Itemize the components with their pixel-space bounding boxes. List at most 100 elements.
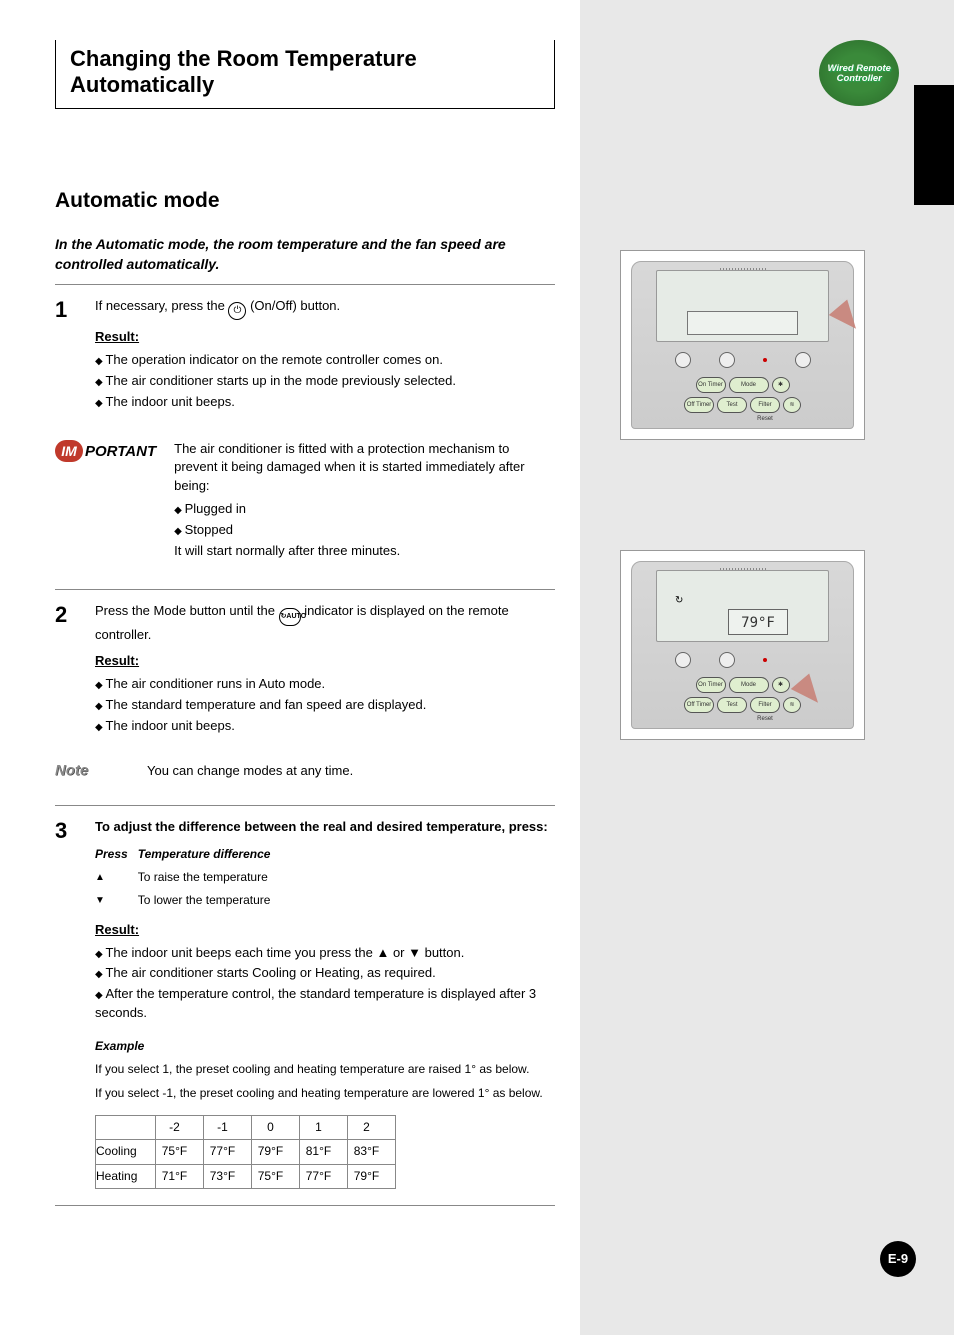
example-text: If you select -1, the preset cooling and… [95, 1082, 553, 1105]
filter-reset-button[interactable]: Filter Reset [750, 697, 780, 713]
step2-bullet: The indoor unit beeps. [95, 717, 555, 736]
step2-bullet: The standard temperature and fan speed a… [95, 696, 555, 715]
important-label: PORTANT [85, 443, 156, 460]
mode-button[interactable]: Mode [729, 377, 769, 393]
important-text: The air conditioner is fitted with a pro… [174, 441, 524, 494]
badge-text: Wired RemoteController [827, 63, 890, 83]
table-cell: Heating [96, 1164, 156, 1188]
table-cell: 2 [348, 1116, 396, 1140]
led-indicator [763, 358, 767, 362]
table-cell [96, 1116, 156, 1140]
step1-text-b: (On/Off) button. [250, 298, 340, 313]
off-timer-button[interactable]: Off Timer [684, 397, 714, 413]
fan-button[interactable]: ✱ [772, 377, 790, 393]
table-header: Temperature difference [138, 843, 281, 866]
lcd-screen: ↻ 79°F [656, 570, 829, 642]
power-button[interactable] [795, 352, 811, 368]
note-block: Note You can change modes at any time. [55, 762, 555, 781]
table-cell: 79°F [348, 1164, 396, 1188]
off-timer-button[interactable]: Off Timer [684, 697, 714, 713]
table-cell: 75°F [252, 1164, 300, 1188]
important-bullet: Stopped [174, 521, 555, 540]
table-cell: 77°F [204, 1140, 252, 1164]
lcd-temperature: 79°F [728, 609, 788, 635]
step3-intro: To adjust the difference between the rea… [95, 818, 555, 837]
important-after: It will start normally after three minut… [174, 543, 400, 558]
step3-bullet: The indoor unit beeps each time you pres… [95, 944, 555, 963]
on-timer-button[interactable]: On Timer [696, 377, 726, 393]
led-indicator [763, 658, 767, 662]
divider [55, 589, 555, 590]
example-table: Example If you select 1, the preset cool… [95, 1035, 553, 1105]
important-block: IMPORTANT The air conditioner is fitted … [55, 440, 555, 561]
page-number: E-9 [880, 1241, 916, 1277]
result-label: Result: [95, 921, 139, 940]
temp-down-button[interactable] [675, 652, 691, 668]
example-label: Example [95, 1035, 553, 1058]
remote-figure-1: On Timer Mode ✱ Off Timer Test Filter Re… [620, 250, 865, 440]
press-table: Press Temperature difference ▲ To raise … [95, 843, 280, 913]
table-cell: 83°F [348, 1140, 396, 1164]
result-label: Result: [95, 328, 139, 347]
mode-button[interactable]: Mode [729, 677, 769, 693]
result-label: Result: [95, 652, 139, 671]
table-cell: 0 [252, 1116, 300, 1140]
table-cell: To raise the temperature [138, 866, 281, 889]
step-1: 1 If necessary, press the ⏻ (On/Off) but… [55, 297, 555, 413]
important-badge-icon: IM [55, 440, 83, 462]
temperature-table: -2 -1 0 1 2 Cooling 75°F 77°F 79°F 81°F … [95, 1115, 396, 1189]
step1-bullet: The operation indicator on the remote co… [95, 351, 555, 370]
note-text: You can change modes at any time. [147, 762, 353, 781]
step-number: 2 [55, 602, 83, 738]
note-label: Note [55, 762, 115, 779]
step1-bullet: The air conditioner starts up in the mod… [95, 372, 555, 391]
product-badge: Wired RemoteController [804, 30, 914, 108]
swing-button[interactable]: ≋ [783, 397, 801, 413]
divider [55, 805, 555, 806]
test-button[interactable]: Test [717, 397, 747, 413]
divider [55, 284, 555, 285]
step2-text-a: Press the Mode button until the [95, 603, 279, 618]
important-bullet: Plugged in [174, 500, 555, 519]
step2-bullet: The air conditioner runs in Auto mode. [95, 675, 555, 694]
callout-pointer-icon [829, 300, 865, 337]
swing-button[interactable]: ≋ [783, 697, 801, 713]
auto-mode-icon: ↻AUTO [279, 608, 301, 626]
table-cell: Cooling [96, 1140, 156, 1164]
table-cell: 79°F [252, 1140, 300, 1164]
temp-down-button[interactable] [675, 352, 691, 368]
edge-tab [914, 85, 954, 205]
filter-reset-button[interactable]: Filter Reset [750, 397, 780, 413]
lcd-screen [656, 270, 829, 342]
power-icon: ⏻ [228, 302, 246, 320]
table-cell: To lower the temperature [138, 889, 281, 912]
table-cell: -2 [156, 1116, 204, 1140]
auto-indicator-icon: ↻ [675, 595, 683, 606]
step-number: 1 [55, 297, 83, 413]
on-timer-button[interactable]: On Timer [696, 677, 726, 693]
table-cell: 73°F [204, 1164, 252, 1188]
section-subtitle: Automatic mode [55, 189, 560, 213]
step-number: 3 [55, 818, 83, 1190]
table-cell: 81°F [300, 1140, 348, 1164]
step1-text-a: If necessary, press the [95, 298, 228, 313]
table-cell: 71°F [156, 1164, 204, 1188]
step1-bullet: The indoor unit beeps. [95, 393, 555, 412]
table-cell: 1 [300, 1116, 348, 1140]
table-header: Press [95, 843, 138, 866]
step3-bullet: The air conditioner starts Cooling or He… [95, 964, 555, 983]
intro-text: In the Automatic mode, the room temperat… [55, 235, 560, 274]
table-cell: 75°F [156, 1140, 204, 1164]
fan-button[interactable]: ✱ [772, 677, 790, 693]
temp-up-button[interactable] [719, 652, 735, 668]
step-3: 3 To adjust the difference between the r… [55, 818, 555, 1190]
test-button[interactable]: Test [717, 697, 747, 713]
table-cell: 77°F [300, 1164, 348, 1188]
temp-up-button[interactable] [719, 352, 735, 368]
step-2: 2 Press the Mode button until the ↻AUTO … [55, 602, 555, 738]
page-title: Changing the Room Temperature Automatica… [55, 40, 555, 109]
remote-figure-2: ↻ 79°F On Timer Mode ✱ Off T [620, 550, 865, 740]
table-cell: -1 [204, 1116, 252, 1140]
step3-bullet: After the temperature control, the stand… [95, 985, 555, 1023]
divider [55, 1205, 555, 1206]
